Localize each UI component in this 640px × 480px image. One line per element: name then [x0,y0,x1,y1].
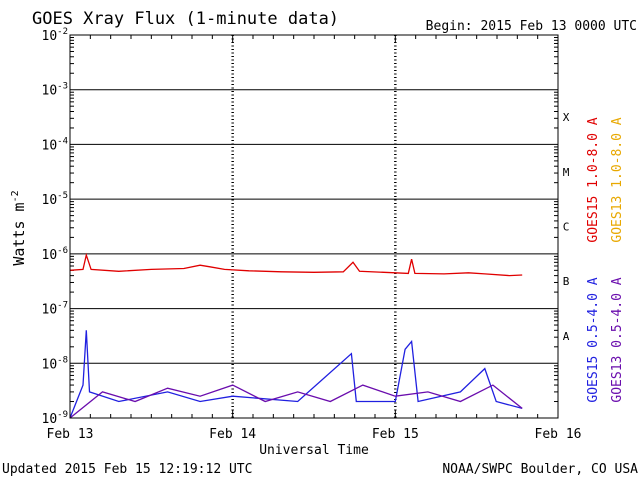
y-tick-label: 10-6 [42,246,69,263]
legend-item: GOES15 1.0-8.0 A [586,117,601,242]
svg-text:Watts m-2: Watts m-2 [10,190,28,265]
y-axis-label-sup: -2 [10,190,21,202]
chart-title: GOES Xray Flux (1-minute data) [32,9,339,29]
flare-class-label: M [563,166,570,179]
x-tick-label: Feb 13 [47,427,94,442]
y-tick-label: 10-2 [42,27,69,44]
legend-item: GOES13 1.0-8.0 A [610,117,625,242]
y-tick-label: 10-5 [42,191,69,208]
day-tick-marks [69,35,559,418]
y-tick-label: 10-7 [42,301,69,318]
legend-label: GOES13 0.5-4.0 A [610,277,625,402]
legend-item: GOES13 0.5-4.0 A [610,277,625,402]
x-tick-label: Feb 15 [372,427,419,442]
flare-class-label: B [563,275,570,288]
x-tick-labels: Feb 13 Feb 14 Feb 15 Feb 16 [47,427,582,442]
flare-class-label: A [563,330,570,343]
y-axis-label: Watts m-2 [10,190,28,265]
data-series [69,252,523,419]
series-line [69,330,523,419]
x-tick-label: Feb 16 [535,427,582,442]
series-line [69,252,523,277]
legend-label: GOES15 1.0-8.0 A [586,117,601,242]
x-axis-label: Universal Time [259,443,369,458]
plot-frame [69,34,559,419]
flare-class-label: X [563,111,570,124]
series-line [69,384,523,419]
flare-class-labels: X M C B A [563,111,570,343]
legend: GOES15 1.0-8.0 A GOES13 1.0-8.0 A GOES15 0… [586,117,625,402]
x-tick-label: Feb 14 [209,427,256,442]
begin-label: Begin: 2015 Feb 13 0000 UTC [426,19,637,34]
y-tick-label: 10-8 [42,355,69,372]
legend-label: GOES15 0.5-4.0 A [586,277,601,402]
y-axis-label-text: Watts m [10,202,28,265]
flare-class-label: C [563,221,570,234]
grid-lines [70,37,558,403]
y-tick-label: 10-3 [42,82,69,99]
y-tick-label: 10-4 [42,136,69,153]
updated-timestamp: Updated 2015 Feb 15 12:19:12 UTC [2,462,252,477]
legend-label: GOES13 1.0-8.0 A [610,117,625,242]
y-tick-label: 10-9 [42,410,69,427]
y-tick-labels: 10-2 10-3 10-4 10-5 10-6 10-7 10-8 10-9 [42,27,69,427]
source-credit: NOAA/SWPC Boulder, CO USA [442,462,638,477]
legend-item: GOES15 0.5-4.0 A [586,277,601,402]
